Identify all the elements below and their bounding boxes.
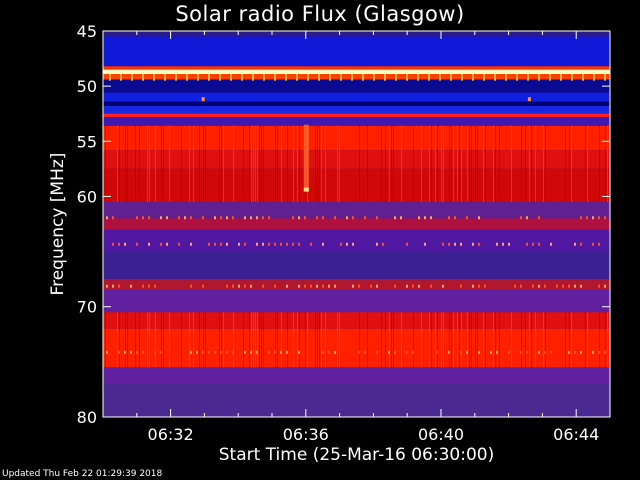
x-tick-label-0644: 06:44 <box>553 425 599 444</box>
band-10 <box>103 117 610 126</box>
x-ticks: 06:32 06:36 06:40 06:44 <box>102 31 611 444</box>
updated-timestamp: Updated Thu Feb 22 01:29:39 2018 <box>2 469 163 479</box>
speckle-row-3 <box>106 350 606 354</box>
band-1 <box>103 36 610 67</box>
band-5 <box>103 79 610 93</box>
band-8 <box>103 105 610 114</box>
speckle-row-2 <box>106 284 606 288</box>
x-tick-label-0640: 06:40 <box>418 425 464 444</box>
band-13 <box>103 168 610 202</box>
band-3 <box>103 69 610 75</box>
y-tick-label-60: 60 <box>77 187 97 206</box>
plot-frame <box>102 30 611 418</box>
interference-spikes <box>109 74 606 81</box>
noise-texture <box>105 125 610 368</box>
y-tick-label-50: 50 <box>77 77 97 96</box>
band-12 <box>103 150 610 169</box>
y-tick-label-80: 80 <box>77 408 97 427</box>
burst-column <box>303 124 309 191</box>
band-21 <box>103 328 610 368</box>
band-23 <box>103 383 610 417</box>
band-15 <box>103 218 610 230</box>
band-16 <box>103 229 610 252</box>
band-2 <box>103 66 610 70</box>
burst-spot <box>303 187 309 192</box>
spot-1 <box>201 97 205 102</box>
x-tick-label-0632: 06:32 <box>148 425 194 444</box>
speckle-row-1 <box>112 242 600 246</box>
y-ticks: 45 50 55 60 70 80 <box>77 22 610 427</box>
spot-2 <box>527 97 531 102</box>
band-9 <box>103 113 610 118</box>
band-6 <box>103 92 610 102</box>
y-tick-label-45: 45 <box>77 22 97 41</box>
band-22 <box>103 367 610 384</box>
speckle-row-0 <box>106 216 606 220</box>
x-axis-label: Start Time (25-Mar-16 06:30:00) <box>218 445 495 465</box>
band-14 <box>103 201 610 219</box>
x-tick-label-0636: 06:36 <box>283 425 329 444</box>
plot-area <box>103 31 610 417</box>
band-0 <box>103 31 610 37</box>
band-19 <box>103 290 610 313</box>
chart-title: Solar radio Flux (Glasgow) <box>175 2 465 26</box>
band-7 <box>103 101 610 106</box>
band-18 <box>103 279 610 291</box>
band-4 <box>103 74 610 80</box>
y-tick-label-70: 70 <box>77 298 97 317</box>
band-17 <box>103 251 610 280</box>
band-11 <box>103 125 610 151</box>
band-20 <box>103 312 610 329</box>
y-tick-label-55: 55 <box>77 132 97 151</box>
